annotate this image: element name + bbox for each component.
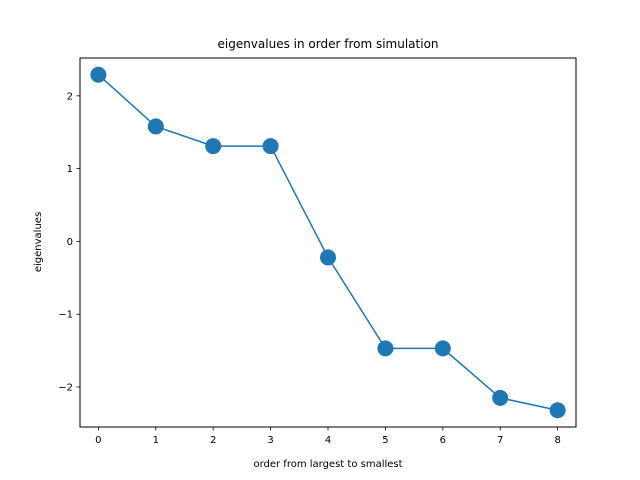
x-tick-label: 8 — [554, 435, 560, 446]
series-layer — [90, 66, 566, 419]
data-point-4 — [320, 249, 336, 266]
x-tick-label: 5 — [382, 435, 388, 446]
x-tick-label: 1 — [153, 435, 159, 446]
y-tick-label: 2 — [67, 91, 73, 102]
y-tick-label: −1 — [58, 310, 73, 321]
x-tick-label: 0 — [95, 435, 101, 446]
x-axis: 0 1 2 3 4 5 6 7 8 — [95, 427, 561, 446]
y-tick-label: 1 — [67, 164, 73, 175]
data-point-3 — [262, 138, 279, 155]
data-point-5 — [377, 340, 394, 357]
y-tick-label: 0 — [67, 237, 73, 248]
y-axis-label: eigenvalues — [33, 212, 44, 272]
data-point-7 — [492, 389, 509, 406]
chart-title: eigenvalues in order from simulation — [217, 37, 438, 51]
x-tick-label: 4 — [325, 435, 331, 446]
plot-area — [80, 58, 576, 427]
y-axis: −2 −1 0 1 2 — [58, 91, 80, 393]
data-point-1 — [147, 118, 164, 135]
axes-background — [80, 58, 576, 427]
x-axis-label: order from largest to smallest — [253, 459, 402, 470]
y-tick-label: −2 — [58, 382, 73, 393]
data-point-6 — [434, 340, 451, 357]
data-point-8 — [549, 402, 566, 419]
axes-frame — [79, 57, 577, 428]
x-tick-label: 3 — [267, 435, 273, 446]
data-point-2 — [205, 138, 222, 155]
x-tick-label: 2 — [210, 435, 216, 446]
data-point-0 — [90, 66, 107, 83]
x-tick-label: 6 — [440, 435, 446, 446]
x-tick-label: 7 — [497, 435, 503, 446]
